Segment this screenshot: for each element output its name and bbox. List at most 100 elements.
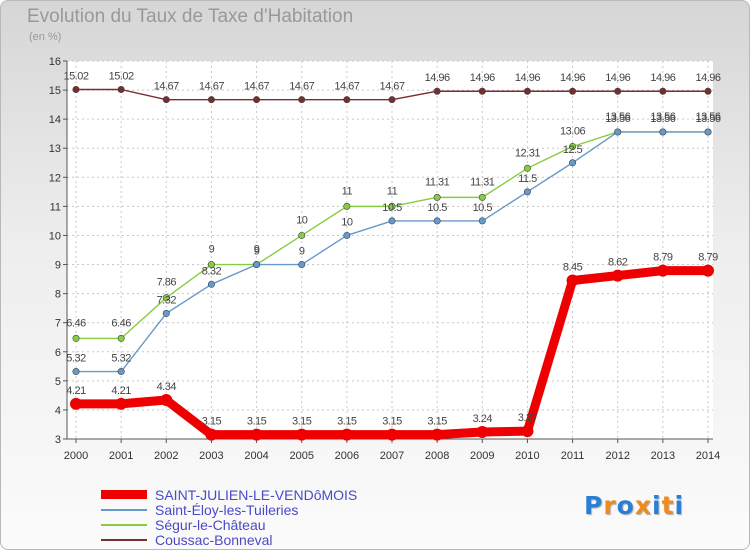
data-point bbox=[614, 87, 622, 95]
data-label: 11 bbox=[342, 185, 353, 197]
x-tick-label: 2007 bbox=[380, 450, 404, 462]
data-point bbox=[569, 159, 577, 167]
data-point bbox=[253, 261, 261, 269]
data-label: 3.15 bbox=[202, 416, 222, 428]
y-tick-label: 15 bbox=[49, 85, 61, 97]
data-label: 3.27 bbox=[518, 412, 538, 424]
data-point bbox=[72, 368, 80, 376]
y-tick-label: 14 bbox=[49, 114, 61, 126]
data-label: 10.5 bbox=[427, 202, 447, 214]
y-tick-label: 6 bbox=[55, 347, 61, 359]
data-point bbox=[115, 397, 128, 410]
data-label: 14.67 bbox=[244, 81, 269, 93]
y-tick-label: 3 bbox=[55, 434, 61, 446]
y-tick-label: 4 bbox=[55, 405, 61, 417]
logo-letter: x bbox=[634, 491, 652, 520]
data-label: 13.06 bbox=[560, 125, 585, 137]
data-label: 3.15 bbox=[247, 416, 267, 428]
legend: SAINT-JULIEN-LE-VENDôMOIS Saint-Éloy-les… bbox=[101, 487, 357, 548]
data-point bbox=[162, 96, 170, 104]
data-label: 14.67 bbox=[289, 81, 314, 93]
data-label: 3.15 bbox=[337, 416, 357, 428]
data-point bbox=[253, 96, 261, 104]
chart-subtitle: (en %) bbox=[29, 31, 62, 43]
legend-item-saint-eloy: Saint-Éloy-les-Tuileries bbox=[101, 502, 357, 518]
x-tick-label: 2003 bbox=[199, 450, 223, 462]
x-tick-label: 2014 bbox=[696, 450, 720, 462]
x-tick-label: 2013 bbox=[651, 450, 675, 462]
data-point bbox=[704, 87, 712, 95]
chart-title: Evolution du Taux de Taxe d'Habitation bbox=[27, 6, 354, 27]
data-point bbox=[343, 96, 351, 104]
x-tick-label: 2011 bbox=[561, 450, 585, 462]
data-label: 14.67 bbox=[154, 81, 179, 93]
data-point bbox=[298, 96, 306, 104]
data-label: 5.32 bbox=[66, 353, 86, 365]
data-label: 8.45 bbox=[563, 262, 583, 274]
data-label: 11.31 bbox=[470, 176, 495, 188]
y-tick-label: 10 bbox=[49, 230, 61, 242]
data-point bbox=[523, 87, 531, 95]
x-tick-label: 2008 bbox=[425, 450, 449, 462]
data-point bbox=[704, 128, 712, 136]
data-label: 3.24 bbox=[473, 413, 493, 425]
data-label: 9 bbox=[254, 246, 260, 258]
data-label: 11.5 bbox=[518, 173, 537, 185]
y-tick-label: 11 bbox=[50, 201, 61, 213]
legend-item-saint-julien: SAINT-JULIEN-LE-VENDôMOIS bbox=[101, 487, 357, 503]
data-label: 13.56 bbox=[605, 113, 630, 125]
data-point bbox=[117, 85, 125, 93]
data-label: 9 bbox=[209, 244, 215, 256]
data-point bbox=[478, 217, 486, 225]
data-label: 5.32 bbox=[111, 353, 131, 365]
x-tick-label: 2001 bbox=[109, 450, 133, 462]
data-label: 14.96 bbox=[605, 72, 630, 84]
legend-label: Coussac-Bonneval bbox=[155, 531, 273, 548]
x-tick-label: 2000 bbox=[64, 450, 88, 462]
data-label: 10 bbox=[341, 216, 353, 228]
data-label: 8.79 bbox=[698, 252, 718, 264]
data-point bbox=[207, 280, 215, 288]
data-label: 13.56 bbox=[650, 111, 675, 123]
data-point bbox=[478, 193, 486, 201]
data-point bbox=[523, 164, 531, 172]
data-point bbox=[659, 87, 667, 95]
data-point bbox=[521, 425, 534, 438]
data-label: 13.56 bbox=[650, 113, 675, 125]
data-label: 13.56 bbox=[605, 111, 630, 123]
data-point bbox=[433, 193, 441, 201]
data-label: 10.5 bbox=[473, 202, 493, 214]
data-point bbox=[656, 264, 669, 277]
data-label: 9 bbox=[254, 244, 260, 256]
data-point bbox=[614, 128, 622, 136]
data-point bbox=[569, 142, 577, 150]
data-label: 9 bbox=[299, 246, 305, 258]
data-label: 3.15 bbox=[382, 416, 402, 428]
data-label: 7.86 bbox=[157, 277, 177, 289]
x-tick-label: 2002 bbox=[154, 450, 178, 462]
x-tick-label: 2004 bbox=[244, 450, 268, 462]
data-label: 14.67 bbox=[379, 81, 404, 93]
data-point bbox=[343, 231, 351, 239]
data-label: 12.31 bbox=[515, 147, 540, 159]
legend-item-coussac: Coussac-Bonneval bbox=[101, 531, 357, 548]
data-point bbox=[340, 428, 353, 441]
data-label: 13.56 bbox=[695, 113, 720, 125]
legend-swatch bbox=[101, 508, 147, 511]
data-label: 14.67 bbox=[334, 81, 359, 93]
data-label: 14.96 bbox=[650, 72, 675, 84]
data-label: 15.02 bbox=[63, 70, 88, 82]
data-label: 14.96 bbox=[515, 72, 540, 84]
x-tick-label: 2005 bbox=[289, 450, 313, 462]
logo-letter: o bbox=[616, 491, 635, 520]
data-label: 6.46 bbox=[111, 317, 131, 329]
x-tick-label: 2009 bbox=[470, 450, 494, 462]
logo-letter: r bbox=[603, 491, 617, 520]
data-label: 8.62 bbox=[608, 257, 628, 269]
data-label: 11 bbox=[387, 185, 398, 197]
data-point bbox=[659, 128, 667, 136]
plot-area bbox=[67, 61, 713, 439]
data-label: 4.34 bbox=[157, 381, 177, 393]
